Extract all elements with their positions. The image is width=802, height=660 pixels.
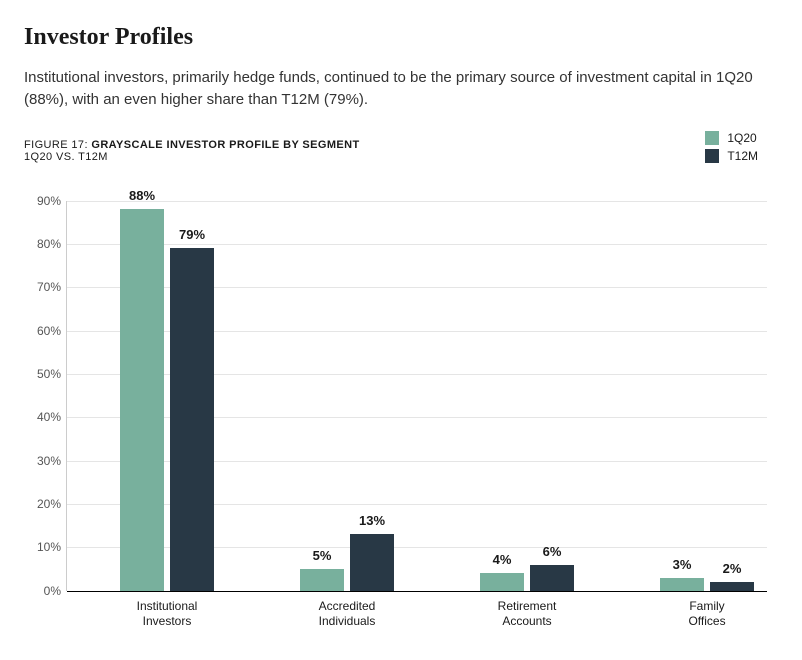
category-label: Family Offices [688,591,725,629]
y-tick-label: 50% [37,367,67,381]
legend-item-1q20: 1Q20 [705,131,758,145]
y-tick-label: 40% [37,410,67,424]
legend-swatch [705,149,719,163]
category-label: Retirement Accounts [498,591,557,629]
bar: 79% [170,248,214,590]
y-tick-label: 80% [37,237,67,251]
figure-prefix: FIGURE 17: [24,139,91,151]
legend-label: 1Q20 [727,131,756,145]
legend-swatch [705,131,719,145]
bar: 88% [120,209,164,590]
y-tick-label: 70% [37,280,67,294]
y-tick-label: 60% [37,324,67,338]
page-title: Investor Profiles [24,24,778,51]
bar: 4% [480,573,524,590]
bar: 3% [660,578,704,591]
legend: 1Q20 T12M [705,131,758,167]
bar-value-label: 88% [129,188,155,203]
bar-value-label: 79% [179,227,205,242]
gridline [67,244,767,245]
legend-label: T12M [727,149,758,163]
category-label: Institutional Investors [137,591,198,629]
y-tick-label: 10% [37,540,67,554]
y-tick-label: 30% [37,454,67,468]
y-tick-label: 90% [37,194,67,208]
bar-value-label: 4% [493,552,512,567]
chart: 1Q20 T12M 0%10%20%30%40%50%60%70%80%90%8… [24,171,778,641]
plot-area: 0%10%20%30%40%50%60%70%80%90%88%79%Insti… [66,201,767,591]
y-tick-label: 0% [44,584,67,598]
bar-value-label: 5% [313,548,332,563]
legend-item-t12m: T12M [705,149,758,163]
intro-paragraph: Institutional investors, primarily hedge… [24,67,764,111]
bar-value-label: 13% [359,513,385,528]
bar: 5% [300,569,344,591]
bar-value-label: 3% [673,557,692,572]
gridline [67,201,767,202]
bar: 13% [350,534,394,590]
bar: 6% [530,565,574,591]
bar-value-label: 2% [723,561,742,576]
y-tick-label: 20% [37,497,67,511]
figure-title: GRAYSCALE INVESTOR PROFILE BY SEGMENT [91,139,359,151]
bar-value-label: 6% [543,544,562,559]
figure-header: FIGURE 17: GRAYSCALE INVESTOR PROFILE BY… [24,139,778,163]
page: Investor Profiles Institutional investor… [0,0,802,660]
category-label: Accredited Individuals [319,591,376,629]
figure-subtitle: 1Q20 VS. T12M [24,151,778,163]
bar: 2% [710,582,754,591]
